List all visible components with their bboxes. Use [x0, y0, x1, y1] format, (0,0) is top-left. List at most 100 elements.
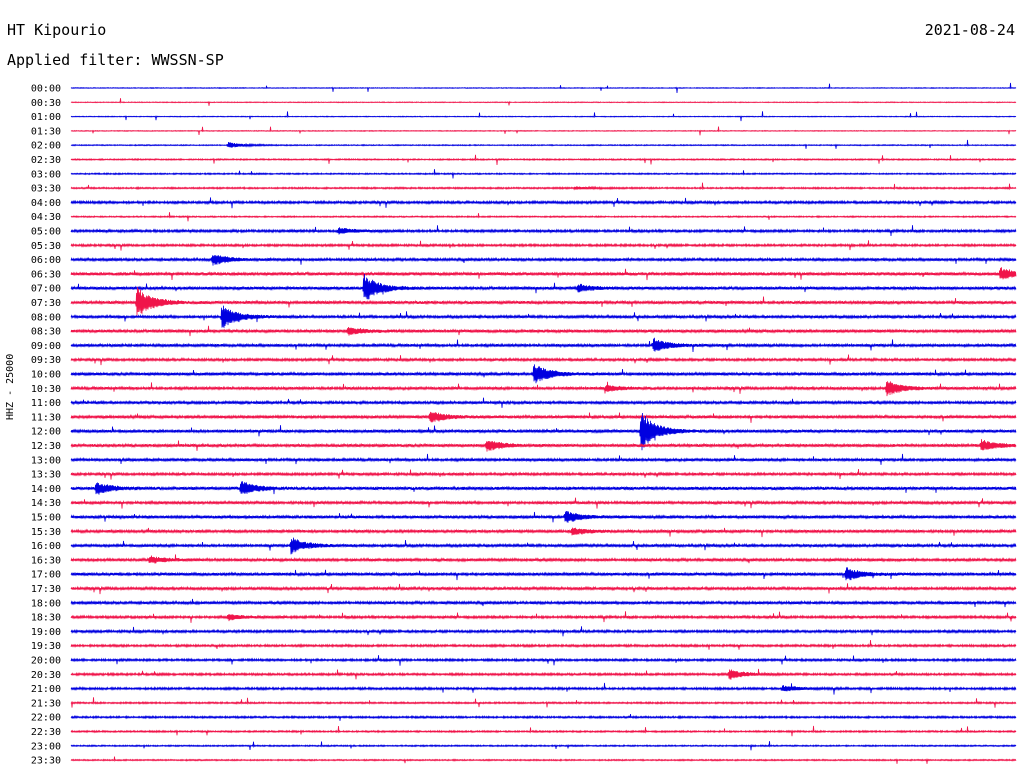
trace-line: [70, 481, 1017, 495]
row-time-label: 18:00: [31, 598, 61, 609]
trace-line: [70, 126, 1017, 136]
row-time-label: 05:00: [31, 227, 61, 238]
row-time-label: 01:00: [31, 112, 61, 123]
row-time-label: 14:30: [31, 498, 61, 509]
trace-line: [70, 583, 1017, 595]
trace-line: [70, 111, 1017, 122]
row-time-label: 02:30: [31, 155, 61, 166]
trace-line: [70, 537, 1017, 555]
row-time-label: 21:30: [31, 698, 61, 709]
record-date: 2021-08-24: [924, 21, 1015, 39]
trace-line: [70, 364, 1017, 384]
row-time-label: 11:00: [31, 398, 61, 409]
trace-line: [70, 267, 1017, 281]
row-time-label: 09:30: [31, 355, 61, 366]
row-time-label: 06:30: [31, 269, 61, 280]
trace-line: [70, 197, 1017, 209]
trace-line: [70, 655, 1017, 666]
row-time-label: 22:00: [31, 713, 61, 724]
row-time-label: 10:00: [31, 370, 61, 381]
trace-line: [70, 381, 1017, 397]
trace-line: [70, 453, 1017, 465]
trace-line: [70, 255, 1017, 266]
row-time-label: 23:30: [31, 756, 61, 767]
row-time-label: 19:00: [31, 627, 61, 638]
row-time-label: 23:00: [31, 741, 61, 752]
row-time-label: 09:00: [31, 341, 61, 352]
trace-line: [70, 639, 1017, 650]
row-time-label: 08:00: [31, 312, 61, 323]
row-time-label: 21:00: [31, 684, 61, 695]
row-time-label: 07:00: [31, 284, 61, 295]
trace-line: [70, 567, 1017, 581]
trace-line: [70, 397, 1017, 408]
trace-line: [70, 756, 1017, 764]
trace-line: [70, 154, 1017, 166]
trace-line: [70, 741, 1017, 751]
row-time-label: 07:30: [31, 298, 61, 309]
row-time-label: 12:30: [31, 441, 61, 452]
row-time-label: 18:30: [31, 613, 61, 624]
row-time-label: 19:30: [31, 641, 61, 652]
row-time-label: 00:00: [31, 84, 61, 95]
row-time-label: 05:30: [31, 241, 61, 252]
row-time-label: 17:30: [31, 584, 61, 595]
row-time-label: 17:00: [31, 570, 61, 581]
trace-line: [70, 598, 1017, 608]
trace-line: [70, 98, 1017, 106]
trace-line: [70, 682, 1017, 695]
trace-line: [70, 668, 1017, 680]
row-time-label: 10:30: [31, 384, 61, 395]
row-time-label: 15:30: [31, 527, 61, 538]
row-time-label: 16:00: [31, 541, 61, 552]
trace-line: [70, 697, 1017, 708]
trace-line: [70, 468, 1017, 480]
row-time-label: 04:00: [31, 198, 61, 209]
row-time-label: 00:30: [31, 98, 61, 109]
row-time-label: 04:30: [31, 212, 61, 223]
row-time-label: 02:00: [31, 141, 61, 152]
trace-line: [70, 439, 1017, 452]
row-time-label: 03:30: [31, 184, 61, 195]
trace-line: [70, 182, 1017, 191]
row-time-label: 11:30: [31, 412, 61, 423]
trace-line: [70, 337, 1017, 352]
trace-line: [70, 713, 1017, 721]
filter-label: Applied filter: WWSSN-SP: [7, 51, 224, 69]
trace-line: [70, 626, 1017, 637]
trace-line: [70, 354, 1017, 366]
station-title: HT Kipourio: [7, 21, 107, 39]
row-time-label: 20:30: [31, 670, 61, 681]
trace-line: [70, 139, 1017, 149]
row-time-label: 15:00: [31, 513, 61, 524]
trace-line: [70, 611, 1017, 623]
trace-line: [70, 527, 1017, 538]
row-time-label: 13:30: [31, 470, 61, 481]
trace-line: [70, 287, 1017, 316]
trace-line: [70, 82, 1017, 93]
row-time-label: 22:30: [31, 727, 61, 738]
trace-line: [70, 510, 1017, 523]
trace-line: [70, 725, 1017, 737]
trace-line: [70, 169, 1017, 179]
trace-line: [70, 411, 1017, 423]
trace-line: [70, 212, 1017, 222]
row-time-label: 16:30: [31, 555, 61, 566]
row-time-label: 08:30: [31, 327, 61, 338]
row-time-label: 20:00: [31, 656, 61, 667]
trace-line: [70, 274, 1017, 300]
row-time-label: 14:00: [31, 484, 61, 495]
trace-line: [70, 412, 1017, 451]
row-time-label: 06:00: [31, 255, 61, 266]
row-time-label: 13:00: [31, 455, 61, 466]
row-time-label: 12:00: [31, 427, 61, 438]
trace-line: [70, 497, 1017, 509]
trace-line: [70, 240, 1017, 251]
trace-line: [70, 325, 1017, 337]
trace-line: [70, 225, 1017, 236]
row-time-label: 01:30: [31, 126, 61, 137]
trace-line: [70, 554, 1017, 564]
row-time-label: 03:00: [31, 169, 61, 180]
trace-line: [70, 305, 1017, 328]
